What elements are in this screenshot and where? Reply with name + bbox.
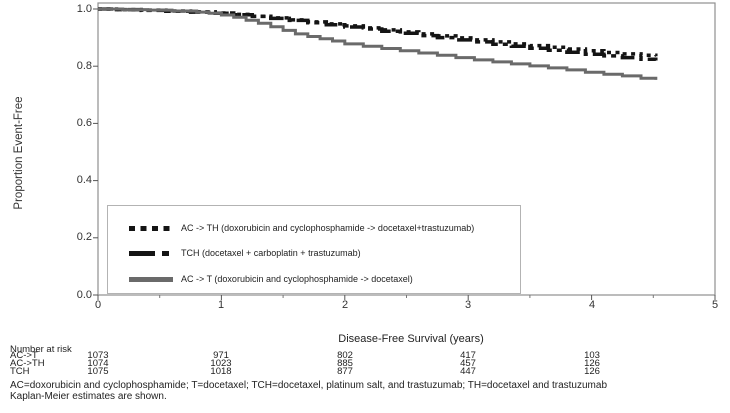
risk-value: 417 [460, 350, 476, 361]
x-tick-label: 5 [711, 299, 719, 311]
risk-value: 1074 [87, 358, 109, 369]
risk-value: 802 [337, 350, 353, 361]
x-axis-title: Disease-Free Survival (years) [338, 333, 484, 345]
km-curve-ac-t [98, 7, 658, 80]
km-plot-canvas [93, 2, 716, 300]
x-tick-label: 3 [464, 299, 472, 311]
y-axis-title: Proportion Event-Free [13, 96, 25, 210]
risk-value: 877 [337, 366, 353, 377]
legend-label: AC -> TH (doxorubicin and cyclophosphami… [181, 223, 475, 233]
risk-value: 1073 [87, 350, 109, 361]
risk-value: 1018 [210, 366, 232, 377]
footnote-km-note: Kaplan-Meier estimates are shown. [10, 391, 167, 402]
y-tick-label: 0.2 [76, 231, 92, 243]
legend-marker-dashdot-icon [129, 250, 173, 256]
risk-value: 457 [460, 358, 476, 369]
y-tick-label: 1.0 [76, 3, 92, 15]
x-tick-label: 4 [588, 299, 596, 311]
footnote-abbreviations: AC=doxorubicin and cyclophosphamide; T=d… [10, 380, 608, 391]
km-curve-tch [98, 7, 658, 62]
legend-entry-ac-th: AC -> TH (doxorubicin and cyclophosphami… [129, 222, 474, 234]
risk-table-title: Number at risk [10, 344, 72, 355]
risk-row-label: TCH [10, 366, 30, 377]
x-tick-label: 1 [217, 299, 225, 311]
risk-value: 1023 [210, 358, 232, 369]
legend-box: AC -> TH (doxorubicin and cyclophosphami… [107, 205, 521, 294]
x-tick-label: 0 [94, 299, 102, 311]
y-tick-label: 0.8 [76, 60, 92, 72]
risk-row-label: AC->T [10, 350, 38, 361]
legend-entry-ac-t: AC -> T (doxorubicin and cyclophosphamid… [129, 273, 413, 285]
risk-row-label: AC->TH [10, 358, 45, 369]
legend-label: TCH (docetaxel + carboplatin + trastuzum… [181, 248, 361, 258]
x-tick-label: 2 [341, 299, 349, 311]
y-tick-label: 0.6 [76, 117, 92, 129]
risk-value: 126 [584, 358, 600, 369]
risk-value: 1075 [87, 366, 109, 377]
y-tick-label: 0.4 [76, 174, 92, 186]
risk-value: 103 [584, 350, 600, 361]
y-tick-label: 0.0 [76, 289, 92, 301]
risk-value: 447 [460, 366, 476, 377]
legend-entry-tch: TCH (docetaxel + carboplatin + trastuzum… [129, 247, 361, 259]
risk-value: 126 [584, 366, 600, 377]
km-curve-ac-th [98, 7, 658, 58]
legend-marker-solid-icon [129, 276, 173, 282]
legend-marker-dotted-icon [129, 225, 173, 231]
risk-value: 885 [337, 358, 353, 369]
risk-value: 971 [213, 350, 229, 361]
legend-label: AC -> T (doxorubicin and cyclophosphamid… [181, 274, 413, 284]
